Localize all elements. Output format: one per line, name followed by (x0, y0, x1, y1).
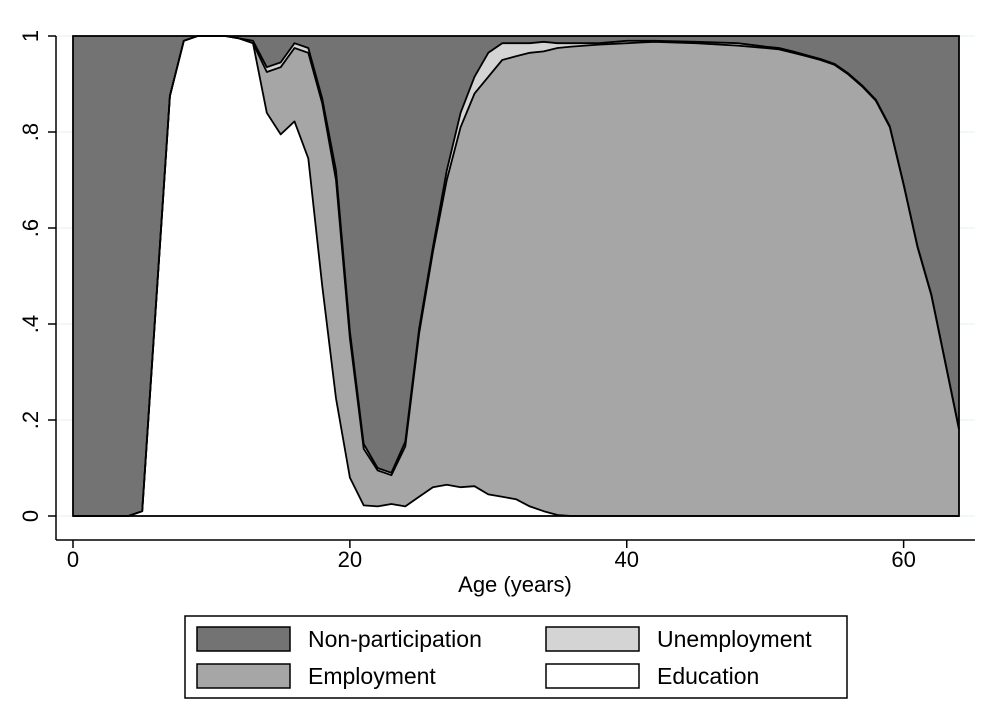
legend-frame (184, 615, 848, 699)
legend: Non-participation Unemployment Employment E… (184, 615, 848, 699)
y-tick-label-3: .6 (18, 219, 43, 237)
y-tick-label-4: .8 (18, 123, 43, 141)
legend-swatch-employment (196, 663, 291, 689)
area-education (73, 36, 959, 516)
y-tick-label-1: .2 (18, 411, 43, 429)
y-tick-label-5: 1 (18, 30, 43, 42)
plot-frame (72, 35, 960, 517)
legend-label-non-participation: Non-participation (308, 626, 482, 652)
y-tick-label-2: .4 (18, 315, 43, 333)
legend-label-unemployment: Unemployment (657, 626, 812, 652)
x-tick-label-0: 0 (67, 547, 79, 572)
x-tick-label-2: 40 (615, 547, 639, 572)
legend-swatch-unemployment (545, 626, 640, 652)
area-layer (72, 35, 960, 517)
axis-layer: 0 20 40 60 0 .2 .4 .6 .8 1 (18, 30, 975, 572)
legend-swatch-education (545, 663, 640, 689)
legend-label-education: Education (657, 663, 759, 689)
x-tick-label-3: 60 (891, 547, 915, 572)
y-tick-label-0: 0 (18, 510, 43, 522)
x-tick-label-1: 20 (338, 547, 362, 572)
legend-label-employment: Employment (308, 663, 436, 689)
legend-swatch-non-participation (196, 626, 291, 652)
x-axis-title: Age (years) (458, 572, 572, 597)
